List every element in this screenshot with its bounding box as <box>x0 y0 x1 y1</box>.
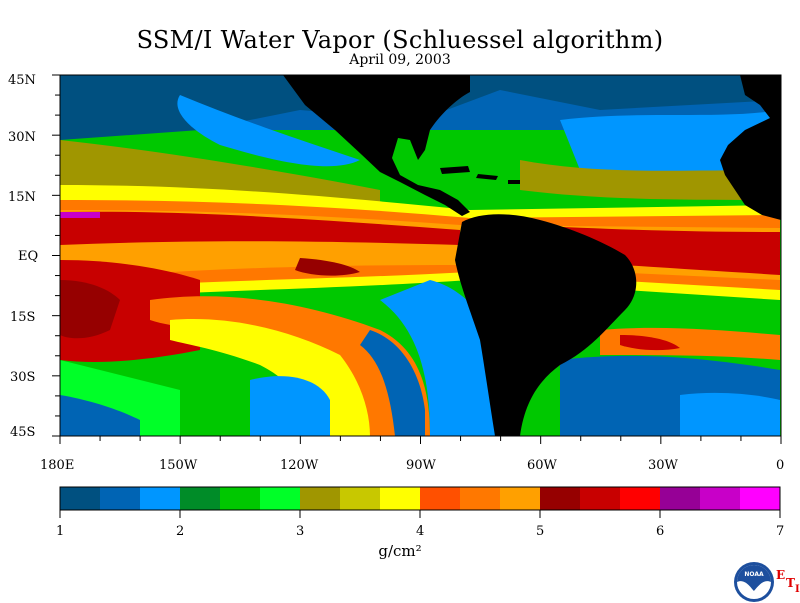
lon-label-150w: 150W <box>159 458 198 473</box>
lat-label-15s: 15S <box>10 310 36 325</box>
map-ticks <box>52 74 782 444</box>
colorbar-label-4: 4 <box>416 524 425 539</box>
lat-label-15n: 15N <box>8 190 36 205</box>
colorbar-label-5: 5 <box>536 524 545 539</box>
lat-label-30s: 30S <box>10 370 36 385</box>
lon-label-60w: 60W <box>527 458 557 473</box>
lon-label-0: 0 <box>776 458 785 473</box>
lat-label-eq: EQ <box>18 249 39 264</box>
eti-logo-i: I <box>795 584 800 595</box>
colorbar-label-6: 6 <box>656 524 665 539</box>
chart-title: SSM/I Water Vapor (Schluessel algorithm) <box>136 26 664 54</box>
greenland-europe-land <box>720 75 781 220</box>
lon-label-30w: 30W <box>648 458 678 473</box>
lon-label-180e: 180E <box>40 458 75 473</box>
lon-label-90w: 90W <box>406 458 436 473</box>
eti-logo-t: T <box>786 576 795 590</box>
svg-text:NOAA: NOAA <box>744 571 764 578</box>
north-america-land <box>283 75 470 216</box>
colorbar-label-7: 7 <box>776 524 785 539</box>
lat-label-45n: 45N <box>8 73 36 88</box>
chart-subtitle: April 09, 2003 <box>349 52 451 68</box>
noaa-logo: NOAA <box>734 562 774 602</box>
lat-label-30n: 30N <box>8 130 36 145</box>
lon-label-120w: 120W <box>280 458 319 473</box>
south-america-land <box>455 214 637 436</box>
caribbean-islands <box>440 166 520 184</box>
colorbar-label-1: 1 <box>56 524 65 539</box>
lat-label-45s: 45S <box>10 425 36 440</box>
colorbar-label-3: 3 <box>296 524 305 539</box>
eti-logo-e: E <box>776 568 786 582</box>
colorbar-unit: g/cm² <box>378 542 422 560</box>
colorbar-label-2: 2 <box>176 524 185 539</box>
